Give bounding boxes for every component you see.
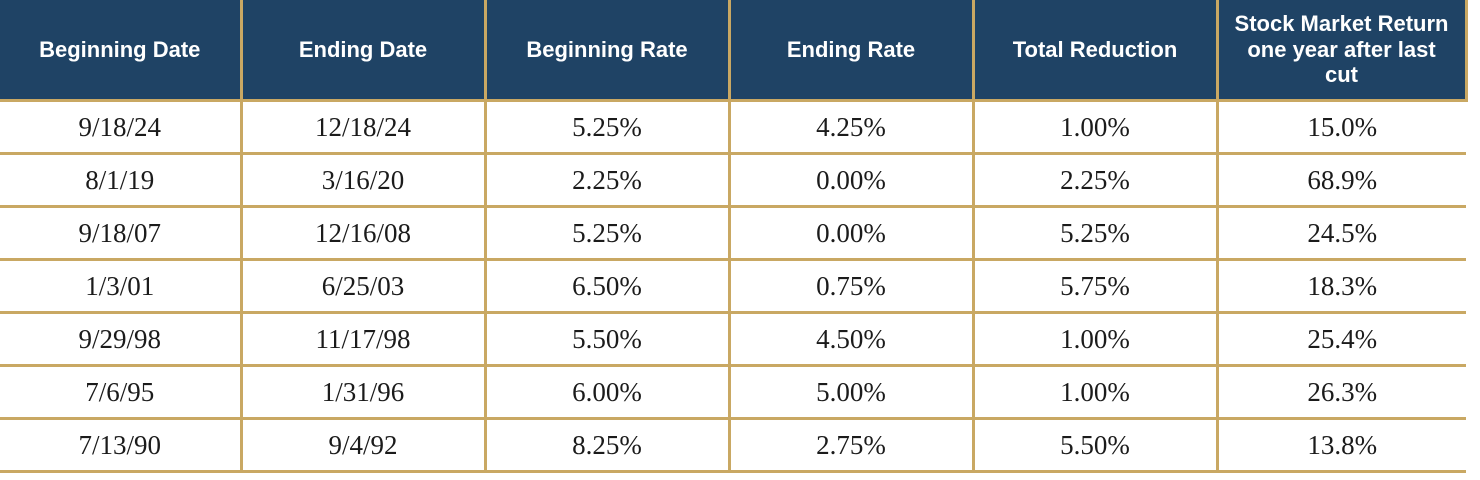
table-row: 1/3/01 6/25/03 6.50% 0.75% 5.75% 18.3% [0,259,1466,314]
table-cell: 9/29/98 [0,312,243,367]
table-cell: 8.25% [485,418,731,473]
table-row: 9/18/24 12/18/24 5.25% 4.25% 1.00% 15.0% [0,100,1466,155]
table-cell: 9/18/24 [0,100,243,155]
table-row: 8/1/19 3/16/20 2.25% 0.00% 2.25% 68.9% [0,153,1466,208]
table-cell: 3/16/20 [241,153,487,208]
table-cell: 1.00% [973,100,1219,155]
table-cell: 1.00% [973,365,1219,420]
table-cell: 6/25/03 [241,259,487,314]
table-cell: 25.4% [1217,312,1466,367]
header-cell-beginning-rate: Beginning Rate [485,0,731,102]
table-cell: 2.25% [485,153,731,208]
header-cell-stock-market-return: Stock Market Return one year after last … [1217,0,1468,102]
table-cell: 7/6/95 [0,365,243,420]
table-cell: 5.50% [973,418,1219,473]
table-cell: 12/16/08 [241,206,487,261]
table-cell: 6.00% [485,365,731,420]
header-cell-ending-rate: Ending Rate [729,0,975,102]
header-cell-ending-date: Ending Date [241,0,487,102]
table-cell: 18.3% [1217,259,1466,314]
table-cell: 9/18/07 [0,206,243,261]
table-cell: 0.75% [729,259,975,314]
fed-rate-cut-cycles-table: Beginning Date Ending Date Beginning Rat… [0,0,1468,473]
table-cell: 5.25% [485,100,731,155]
table-body: 9/18/24 12/18/24 5.25% 4.25% 1.00% 15.0% 8/1/1… [0,100,1466,473]
header-cell-total-reduction: Total Reduction [973,0,1219,102]
table-cell: 5.75% [973,259,1219,314]
table-cell: 0.00% [729,206,975,261]
table-cell: 5.00% [729,365,975,420]
table-row: 9/18/07 12/16/08 5.25% 0.00% 5.25% 24.5% [0,206,1466,261]
table-cell: 5.25% [485,206,731,261]
table-cell: 5.25% [973,206,1219,261]
table-cell: 24.5% [1217,206,1466,261]
table-row: 9/29/98 11/17/98 5.50% 4.50% 1.00% 25.4% [0,312,1466,367]
table-row: 7/13/90 9/4/92 8.25% 2.75% 5.50% 13.8% [0,418,1466,473]
table-cell: 1/31/96 [241,365,487,420]
table-cell: 12/18/24 [241,100,487,155]
table-row: 7/6/95 1/31/96 6.00% 5.00% 1.00% 26.3% [0,365,1466,420]
table-cell: 8/1/19 [0,153,243,208]
table-cell: 0.00% [729,153,975,208]
table-cell: 1/3/01 [0,259,243,314]
table-cell: 7/13/90 [0,418,243,473]
table-cell: 4.25% [729,100,975,155]
table-cell: 6.50% [485,259,731,314]
header-cell-beginning-date: Beginning Date [0,0,243,102]
table-cell: 2.75% [729,418,975,473]
table-cell: 68.9% [1217,153,1466,208]
table-cell: 1.00% [973,312,1219,367]
table-cell: 9/4/92 [241,418,487,473]
table-cell: 5.50% [485,312,731,367]
table-cell: 4.50% [729,312,975,367]
table-cell: 26.3% [1217,365,1466,420]
header-row: Beginning Date Ending Date Beginning Rat… [0,0,1468,102]
table-cell: 13.8% [1217,418,1466,473]
table-cell: 15.0% [1217,100,1466,155]
table-cell: 2.25% [973,153,1219,208]
table-cell: 11/17/98 [241,312,487,367]
